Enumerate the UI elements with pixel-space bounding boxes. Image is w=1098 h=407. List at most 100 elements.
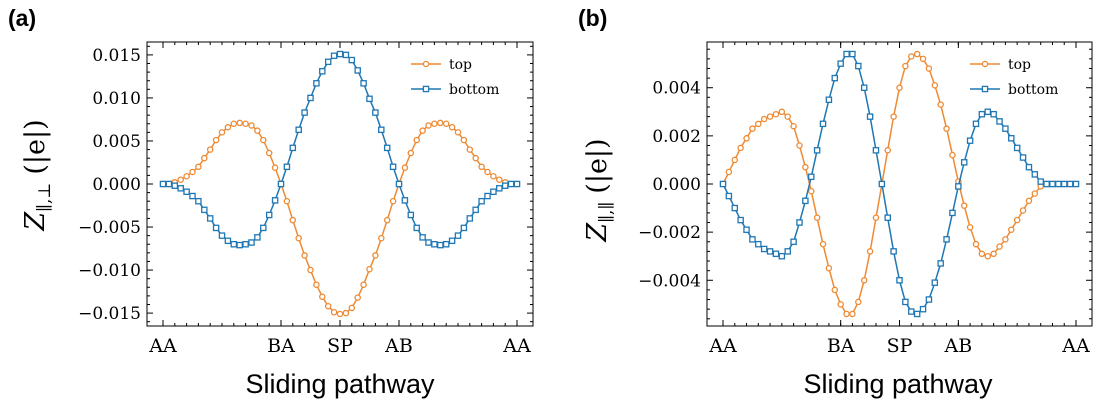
panel-a-series-bottom-point: [295, 126, 302, 134]
panel-a-legend-label-top: top: [449, 57, 472, 73]
panel-a-series-bottom-point: [378, 126, 385, 134]
panel-a-series-bottom-point: [212, 224, 220, 232]
panel-a-series-bottom-point: [248, 239, 255, 246]
panel-b-series-bottom-point: [1025, 163, 1033, 171]
panel-b-series-top-point: [937, 101, 944, 108]
panel-b-series-top-point: [960, 202, 968, 209]
panel-a-series-bottom-point: [389, 163, 397, 171]
panel-a-series-top-point: [389, 197, 397, 205]
panel-a-series-bottom-point: [289, 144, 297, 152]
panel-b-series-bottom-point: [1055, 180, 1062, 188]
panel-a-series-bottom-point: [425, 239, 432, 246]
panel-b-series-top-point: [896, 84, 903, 91]
panel-b-series-bottom-point: [931, 279, 939, 286]
panel-b-series-bottom-point: [902, 298, 909, 306]
panel-a-series-bottom-point: [407, 211, 415, 219]
panel-a-series-top-point: [413, 136, 420, 144]
panel-a-series-bottom-point: [442, 240, 450, 248]
panel-a-plot-area: −0.015 −0.010 −0.005 0.000 0.005 0.010 0.015 AA…: [78, 41, 534, 357]
panel-a-legend-marker-top: [422, 60, 430, 68]
panel-b-series-top-point: [743, 135, 750, 142]
panel-b-ytick-label: 0.004: [652, 79, 701, 99]
panel-b-series-bottom-point: [784, 248, 791, 255]
panel-a-series-bottom-point: [159, 180, 167, 188]
panel-a-legend: top bottom: [411, 57, 499, 98]
panel-b-series-top-point: [966, 224, 974, 231]
panel-a-series-bottom-point: [372, 109, 379, 116]
panel-a-series-bottom-point: [501, 182, 509, 189]
panel-a-series-bottom-point: [448, 237, 456, 245]
panel-a-series-top-point: [195, 163, 202, 171]
panel-b-series-bottom-point: [813, 147, 821, 154]
panel-b-series-top-point: [755, 120, 762, 128]
panel-b-series-top-point: [825, 264, 833, 272]
panel-b-series-top-point: [1031, 190, 1039, 197]
panel-a-series-top-point: [360, 281, 367, 288]
panel-b-legend-marker-bottom: [981, 85, 989, 93]
panel-b-series-bottom-point: [908, 308, 915, 315]
panel-a-ylabel-unit: (|e|): [20, 119, 51, 174]
panel-b-xtick-label: AA: [1061, 335, 1090, 357]
panel-b-series-top-point: [808, 187, 815, 195]
panel-b-series-bottom-point: [990, 110, 997, 118]
panel-a-ylabel: Z∥,⊥ (|e|): [20, 119, 55, 231]
panel-b-series-bottom-point: [943, 236, 950, 243]
panel-b-series-bottom-point: [972, 120, 980, 128]
panel-b-series-top-point: [766, 113, 774, 120]
panel-a-series-bottom-point: [383, 144, 391, 152]
panel-a-ytick-label: 0.015: [92, 46, 141, 66]
panel-b-series-top-point: [790, 122, 797, 130]
panel-a-xtick-label: AA: [148, 335, 177, 357]
panel-b-series-bottom-point: [896, 277, 903, 284]
panel-a-series-bottom-point: [413, 224, 420, 232]
panel-a-series-bottom-point: [260, 224, 267, 232]
panel-b-ytick-label: 0.002: [652, 127, 701, 147]
panel-a-series-top-point: [248, 122, 255, 129]
panel-a-series-top-point: [224, 123, 232, 131]
panel-b-series-top-point: [925, 65, 933, 72]
panel-b-series-bottom-point: [743, 226, 750, 233]
panel-a-series-top-point: [437, 119, 444, 127]
panel-a-series-top-point: [242, 120, 249, 128]
panel-b-series-top-point: [890, 113, 897, 120]
panel-a-series-bottom-point: [283, 163, 291, 171]
panel-a-series-top-point: [496, 176, 503, 183]
panel-b-series-bottom-point: [955, 183, 962, 190]
panel-a-series-bottom-point: [183, 188, 190, 195]
panel-a-series-bottom-point: [324, 58, 332, 66]
panel-b-series-top-point: [866, 248, 874, 255]
panel-b-series-top-point: [849, 310, 856, 318]
panel-a-ytick-label: −0.010: [78, 261, 141, 281]
panel-b-xtick-label: AB: [943, 335, 972, 357]
panel-a-series-bottom-point: [431, 240, 438, 248]
panel-b-series-bottom-point: [1049, 180, 1056, 188]
panel-a-series-bottom-point: [319, 68, 326, 75]
panel-b-series-top-point: [996, 243, 1003, 250]
panel-a-series-bottom-point: [171, 182, 179, 189]
panel-a-series-bottom-point: [271, 197, 279, 204]
panel-b-xtick-label: AA: [708, 335, 737, 357]
panel-a-series-top-point: [419, 127, 426, 134]
panel-a-series-top-point: [283, 197, 291, 205]
panel-a-series-bottom-point: [478, 197, 485, 205]
panel-b-series-bottom-point: [984, 108, 992, 116]
panel-b-series-bottom-point: [755, 240, 762, 248]
panel-a-series-top-point: [425, 122, 432, 129]
panel-b-series-top-point: [1008, 226, 1015, 233]
panel-a-series-top-point: [307, 266, 314, 274]
panel-a-series-bottom-point: [277, 180, 285, 188]
panel-a-series-top-point: [466, 146, 474, 153]
panel-a-series-bottom-point: [366, 95, 373, 103]
panel-b-ytick-label: −0.002: [638, 223, 701, 243]
panel-b-series-top-point: [908, 53, 915, 60]
panel-b-series-top-point: [949, 151, 956, 159]
panel-a-series-bottom-point: [348, 56, 356, 64]
panel-a-series-top-point: [354, 294, 361, 301]
panel-a-series-top-point: [189, 168, 196, 176]
panel-a-series-bottom-point: [401, 197, 409, 204]
panel-b-series-bottom-point: [760, 245, 768, 253]
panel-a-xtick-label: AB: [384, 335, 413, 357]
panel-b-series-top-point: [1025, 197, 1033, 205]
panel-b-series-bottom-point: [749, 236, 756, 243]
panel-b-series-bottom-point: [949, 209, 956, 217]
